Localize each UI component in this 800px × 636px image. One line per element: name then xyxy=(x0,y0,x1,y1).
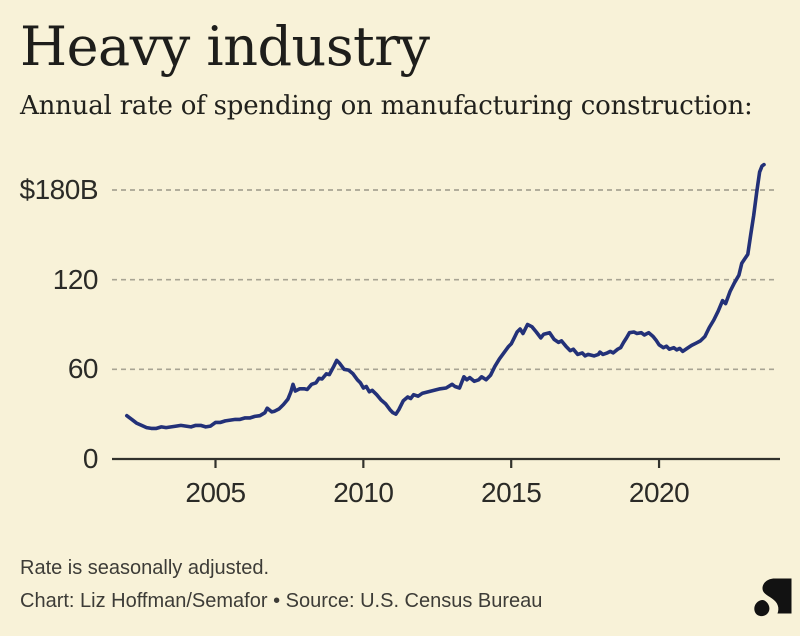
credit-line: Chart: Liz Hoffman/Semafor • Source: U.S… xyxy=(20,590,543,612)
chart-subtitle: Annual rate of spending on manufacturing… xyxy=(20,91,753,121)
chart-title: Heavy industry xyxy=(20,15,430,78)
semafor-logo xyxy=(752,578,792,618)
x-tick-label-2010: 2010 xyxy=(333,477,394,508)
semafor-logo-icon xyxy=(754,578,792,617)
x-tick-label-2005: 2005 xyxy=(185,477,246,508)
x-tick-label-2020: 2020 xyxy=(628,477,690,508)
y-tick-label-180: $180B xyxy=(19,174,99,205)
y-tick-label-60: 60 xyxy=(67,353,99,385)
x-tick-label-2015: 2015 xyxy=(481,477,542,508)
data-line xyxy=(125,162,766,431)
footnote: Rate is seasonally adjusted. xyxy=(20,557,270,579)
y-tick-label-120: 120 xyxy=(52,263,99,295)
y-tick-label-0: 0 xyxy=(82,443,99,474)
